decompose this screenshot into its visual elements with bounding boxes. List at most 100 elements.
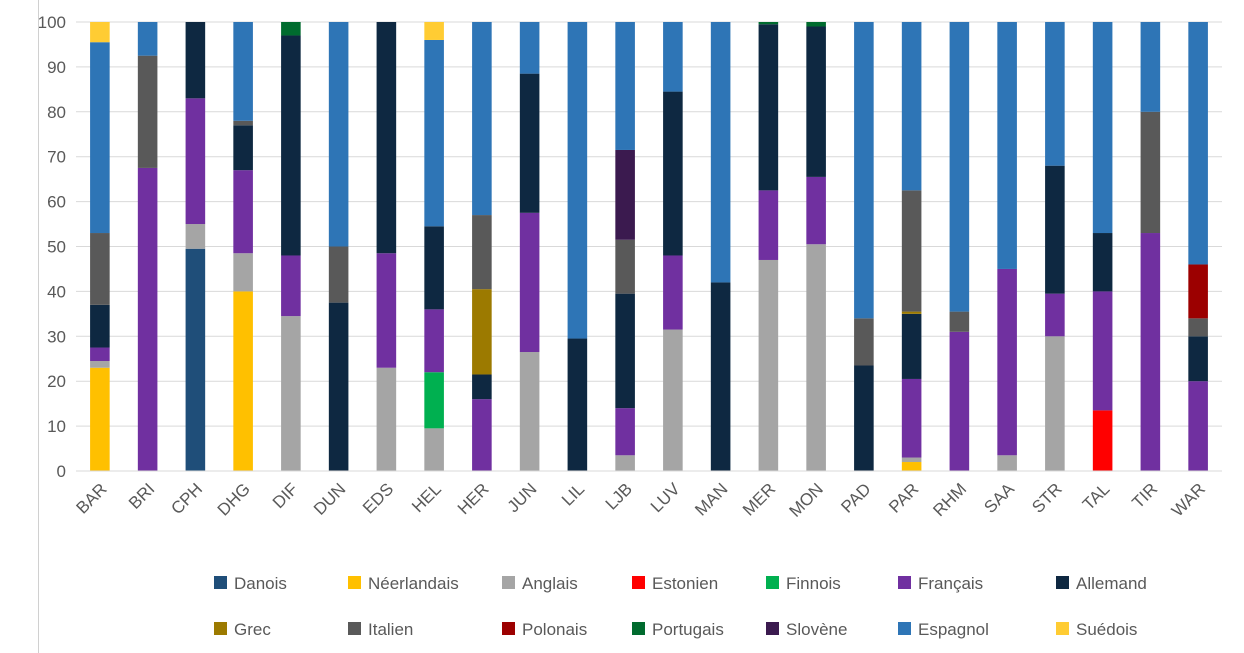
bar-segment [328, 246, 349, 303]
legend-item: Italien [348, 620, 413, 639]
y-tick-label: 90 [47, 58, 66, 77]
x-tick-label: WAR [1168, 479, 1209, 520]
legend-label: Français [918, 574, 983, 593]
bar-segment [758, 22, 779, 25]
bar-segment [806, 22, 826, 27]
bar-stack-mer [758, 22, 779, 471]
bar-segment [185, 248, 206, 471]
bar-stack-par [901, 22, 922, 471]
bar-segment [854, 318, 874, 366]
bar-segment [185, 224, 206, 249]
x-tick-label: MER [739, 479, 779, 519]
legend-label: Allemand [1076, 574, 1147, 593]
x-tick-label: SAA [980, 479, 1018, 517]
legend-label: Danois [234, 574, 287, 593]
legend-item: Finnois [766, 574, 841, 593]
x-axis-tick-labels: BAR BRI CPH DHG DIF DUN EDS HEL HER JUN LIL LJB LUV M… [73, 479, 1209, 521]
bar-segment [615, 408, 635, 456]
legend-swatch [632, 622, 645, 635]
bar-segment [376, 22, 397, 254]
bar-segment [281, 22, 301, 36]
bar-segment [424, 39, 444, 227]
bar-segment [328, 302, 349, 471]
bar-stack-mon [806, 22, 826, 471]
bar-segment [90, 347, 110, 361]
bar-segment [90, 304, 110, 348]
y-tick-label: 50 [47, 238, 66, 257]
bar-stack-tir [1140, 22, 1161, 471]
bar-stack-man [710, 22, 731, 471]
bar-segment [1092, 233, 1113, 292]
bar-segment [1045, 165, 1065, 294]
x-tick-label: HEL [408, 479, 445, 516]
bar-stack-bar [90, 22, 110, 471]
bar-segment [1092, 291, 1113, 411]
bar-segment [615, 293, 635, 409]
bar-segment [137, 167, 158, 472]
bar-segment [663, 255, 683, 330]
legend-label: Néerlandais [368, 574, 459, 593]
x-tick-label: CPH [167, 479, 206, 518]
bar-segment [1140, 22, 1161, 112]
bar-segment [806, 176, 826, 245]
legend-swatch [214, 576, 227, 589]
legend-item: Polonais [502, 620, 587, 639]
y-tick-label: 80 [47, 103, 66, 122]
legend-swatch [502, 576, 515, 589]
legend-item: Estonien [632, 574, 718, 593]
bar-segment [1045, 22, 1065, 166]
legend-item: Espagnol [898, 620, 989, 639]
bar-segment [758, 259, 779, 471]
bar-segment [424, 309, 444, 373]
x-tick-label: TIR [1128, 479, 1161, 512]
bar-segment [663, 91, 683, 256]
x-tick-label: MON [785, 479, 826, 520]
bar-segment [949, 331, 970, 471]
bar-segment [567, 338, 588, 471]
bar-segment [949, 311, 970, 332]
y-tick-label: 60 [47, 193, 66, 212]
legend-label: Suédois [1076, 620, 1137, 639]
bar-segment [901, 378, 922, 458]
bar-segment [472, 22, 492, 216]
bar-stack-her [472, 22, 492, 471]
x-tick-label: PAD [837, 479, 874, 516]
bar-segment [1045, 293, 1065, 337]
bar-segment [901, 311, 922, 314]
legend-swatch [1056, 622, 1069, 635]
x-tick-label: RHM [929, 479, 970, 520]
bar-segment [854, 365, 874, 471]
legend-item: Danois [214, 574, 287, 593]
bar-segment [1188, 22, 1208, 265]
legend-swatch [502, 622, 515, 635]
bar-segment [949, 22, 970, 312]
bar-stack-rhm [949, 22, 970, 471]
x-tick-label: HER [454, 479, 493, 518]
legend-label: Finnois [786, 574, 841, 593]
bar-stack-lil [567, 22, 588, 471]
x-tick-label: STR [1028, 479, 1065, 516]
bar-stack-str [1045, 22, 1065, 471]
y-axis-tick-labels: 0 10 20 30 40 50 60 70 80 90 100 [38, 13, 66, 481]
bar-segment [663, 22, 683, 92]
bar-stack-dun [328, 22, 349, 471]
bar-segment [137, 22, 158, 56]
bar-segment [1140, 111, 1161, 234]
bar-segment [519, 22, 540, 74]
legend-label: Anglais [522, 574, 578, 593]
legend-label: Portugais [652, 620, 724, 639]
bar-segment [137, 55, 158, 168]
bar-segment [328, 22, 349, 247]
bar-segment [567, 22, 588, 339]
bar-segment [710, 282, 731, 471]
legend-swatch [348, 576, 361, 589]
bar-segment [615, 22, 635, 150]
legend-item: Néerlandais [348, 574, 459, 593]
legend-item: Anglais [502, 574, 578, 593]
bar-segment [233, 22, 253, 121]
legend-label: Grec [234, 620, 271, 639]
bar-segment [1092, 410, 1113, 471]
y-tick-label: 0 [57, 462, 66, 481]
bar-segment [997, 268, 1017, 456]
legend-item: Français [898, 574, 983, 593]
